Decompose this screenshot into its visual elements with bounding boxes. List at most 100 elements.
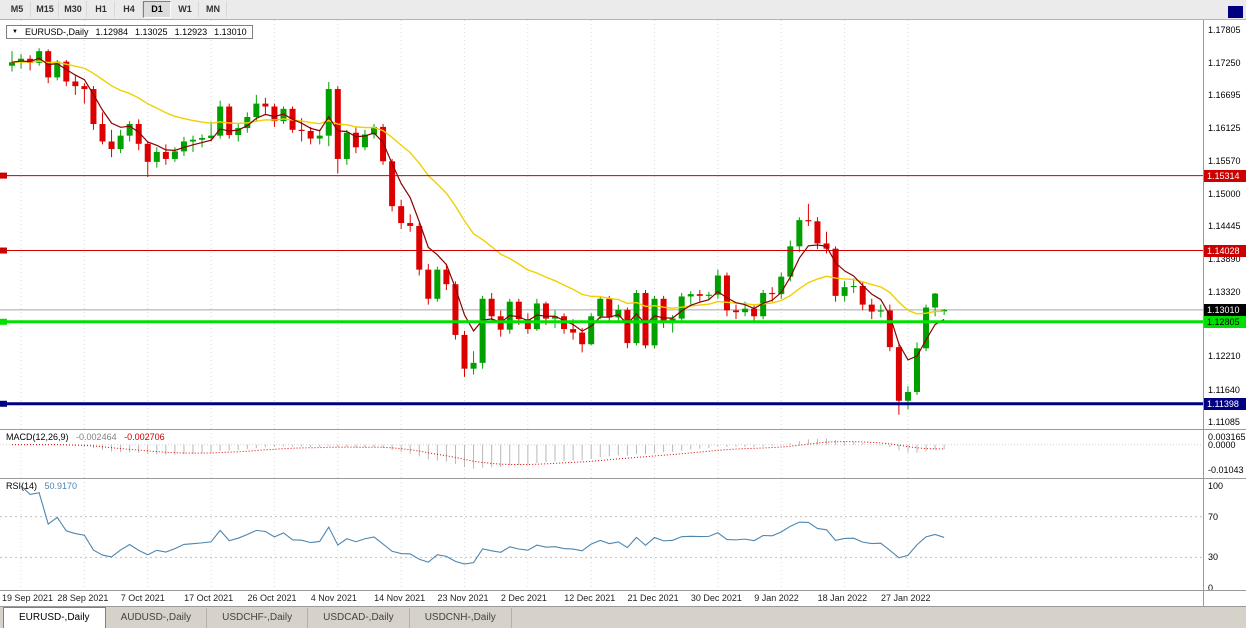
level-price-badge: 1.14028	[1204, 244, 1246, 257]
rsi-canvas[interactable]	[0, 478, 1203, 590]
timeframe-button-m5[interactable]: M5	[3, 1, 31, 18]
candle-body	[841, 287, 848, 296]
level-price-badge: 1.12805	[1204, 315, 1246, 328]
panel-separator[interactable]	[0, 429, 1246, 430]
level-price-badge: 1.11398	[1204, 397, 1246, 410]
candle-body	[633, 292, 640, 344]
candle-body	[352, 132, 359, 148]
timeframe-button-d1[interactable]: D1	[143, 1, 171, 18]
timeframe-button-m30[interactable]: M30	[59, 1, 87, 18]
candle-body	[859, 285, 866, 305]
candle-body	[805, 220, 812, 222]
macd-value: -0.002464	[76, 432, 117, 442]
candle-body	[941, 309, 948, 312]
tab-audusd-daily[interactable]: AUDUSD-,Daily	[106, 608, 208, 628]
date-axis-label: 7 Oct 2021	[120, 593, 165, 603]
ohlc-high: 1.13025	[135, 27, 168, 37]
ma-fast-line	[11, 57, 945, 361]
timeframe-button-m15[interactable]: M15	[31, 1, 59, 18]
candle-body	[199, 137, 206, 140]
candle-body	[108, 141, 115, 150]
macd-panel[interactable]	[0, 429, 1203, 478]
candle-body	[570, 329, 577, 333]
timeframe-button-w1[interactable]: W1	[171, 1, 199, 18]
candle-body	[190, 139, 196, 142]
date-axis: 19 Sep 2021 28 Sep 2021 7 Oct 2021 17 Oct 2…	[0, 591, 1203, 606]
chart-title: ▼ EURUSD-,Daily 1.12984 1.13025 1.12923 …	[6, 25, 253, 39]
rsi-axis-label: 70	[1208, 511, 1219, 522]
candle-body	[796, 220, 803, 247]
candle-body	[325, 89, 332, 136]
candle-body	[579, 332, 586, 345]
tab-usdcnh-daily[interactable]: USDCNH-,Daily	[410, 608, 512, 628]
rsi-axis-label: 100	[1208, 481, 1224, 491]
candle-body	[126, 123, 133, 136]
candle-body	[742, 308, 749, 313]
rsi-axis-label: 30	[1208, 552, 1219, 563]
candle-body	[171, 151, 178, 159]
timeframe-button-h1[interactable]: H1	[87, 1, 115, 18]
candle-body	[696, 294, 703, 296]
price-axis: 1.17805 1.17250 1.16695 1.16125 1.15570 1.150…	[1203, 20, 1246, 606]
candle-body	[208, 135, 215, 138]
timeframe-toolbar: M5 M15 M30 H1 H4 D1 W1 MN	[0, 0, 1246, 20]
price-axis-label: 1.17805	[1208, 25, 1241, 36]
candle-body	[488, 298, 495, 317]
triangle-icon: ▼	[12, 29, 18, 35]
rsi-panel[interactable]	[0, 478, 1203, 590]
candle-body	[144, 143, 151, 162]
tab-eurusd-daily[interactable]: EURUSD-,Daily	[3, 607, 106, 628]
date-axis-label: 30 Dec 2021	[690, 593, 742, 603]
macd-axis-label: 0.003165	[1208, 432, 1246, 443]
candle-body	[850, 285, 857, 288]
timeframe-button-h4[interactable]: H4	[115, 1, 143, 18]
current-price-badge: 1.13010	[1204, 303, 1246, 316]
candle-body	[895, 347, 902, 401]
ohlc-open: 1.12984	[95, 27, 129, 37]
candle-body	[389, 161, 396, 207]
timeframe-button-mn[interactable]: MN	[199, 1, 227, 18]
candle-body	[524, 319, 531, 330]
level-marker	[0, 247, 7, 254]
candle-body	[63, 61, 70, 82]
candle-body	[461, 334, 468, 369]
candle-body	[787, 246, 794, 277]
macd-canvas[interactable]	[0, 429, 1203, 478]
price-chart-panel[interactable]	[0, 20, 1203, 429]
candle-body	[687, 294, 694, 297]
candle-body	[117, 135, 124, 150]
candle-body	[380, 126, 387, 162]
candle-body	[54, 61, 61, 78]
candle-body	[868, 304, 875, 312]
candle-body	[72, 81, 79, 87]
price-chart-canvas[interactable]	[0, 20, 1203, 429]
price-axis-label: 1.16695	[1208, 90, 1241, 101]
rsi-name: RSI(14)	[6, 481, 38, 491]
candle-body	[470, 362, 477, 369]
price-axis-label: 1.11640	[1208, 384, 1240, 395]
date-axis-label: 2 Dec 2021	[500, 593, 547, 603]
candle-body	[714, 275, 721, 295]
macd-name: MACD(12,26,9)	[6, 432, 69, 442]
level-marker	[0, 400, 7, 407]
tab-usdcad-daily[interactable]: USDCAD-,Daily	[308, 608, 410, 628]
candle-body	[271, 106, 278, 122]
candle-body	[588, 316, 595, 345]
candle-body	[751, 308, 758, 317]
candle-body	[452, 284, 459, 335]
candle-body	[533, 303, 540, 330]
tab-usdchf-daily[interactable]: USDCHF-,Daily	[207, 608, 309, 628]
price-axis-label: 1.11085	[1208, 417, 1240, 427]
candle-body	[597, 298, 604, 317]
date-axis-label: 28 Sep 2021	[57, 593, 109, 603]
date-axis-label: 26 Oct 2021	[247, 593, 297, 603]
candle-body	[99, 123, 106, 142]
ma-slow-line	[11, 60, 945, 315]
panel-separator[interactable]	[0, 478, 1246, 479]
ohlc-close: 1.13010	[214, 27, 247, 37]
ohlc-low: 1.12923	[174, 27, 208, 37]
price-axis-label: 1.17250	[1208, 57, 1241, 68]
candle-body	[769, 292, 776, 295]
macd-axis-label: 0.0000	[1208, 439, 1236, 450]
candle-body	[27, 58, 34, 63]
